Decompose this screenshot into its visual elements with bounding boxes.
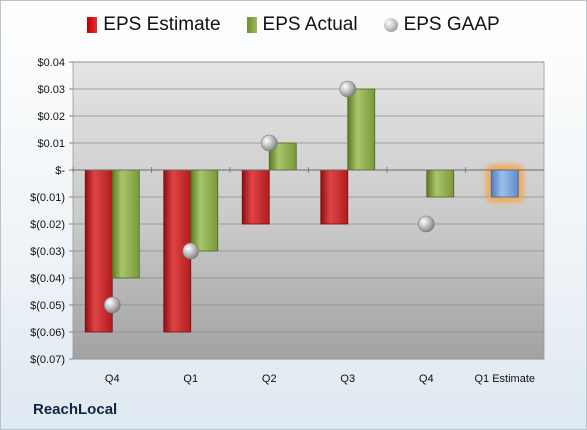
legend-swatch-estimate	[87, 17, 98, 33]
marker-eps-gaap	[260, 134, 278, 152]
ytick-label: $0.03	[37, 84, 65, 96]
xtick-label: Q2	[262, 373, 277, 385]
ytick-label: $(0.05)	[30, 300, 65, 312]
xtick-label: Q1 Estimate	[474, 373, 535, 385]
bar-eps-actual	[111, 169, 140, 279]
marker-eps-gaap	[417, 215, 435, 233]
legend-item-gaap: EPS GAAP	[383, 14, 500, 36]
bar-eps-actual	[347, 88, 376, 171]
brand-label: ReachLocal	[33, 401, 118, 418]
legend-swatch-gaap	[383, 18, 398, 32]
chart-legend: EPS Estimate EPS Actual EPS GAAP	[0, 14, 587, 36]
ytick-label: $0.01	[37, 138, 65, 150]
legend-swatch-actual	[246, 17, 257, 33]
legend-item-actual: EPS Actual	[246, 14, 358, 36]
marker-eps-gaap	[339, 80, 357, 98]
bar-estimate-highlight	[490, 169, 519, 198]
xtick-label: Q4	[105, 373, 120, 385]
bar-eps-estimate	[241, 169, 270, 225]
plot-area	[72, 61, 545, 360]
xtick-label: Q3	[340, 373, 355, 385]
ytick-label: $-	[55, 165, 65, 177]
legend-label-gaap: EPS GAAP	[403, 14, 500, 35]
legend-item-estimate: EPS Estimate	[87, 14, 221, 36]
ytick-label: $(0.02)	[30, 219, 65, 231]
xtick-label: Q4	[419, 373, 434, 385]
legend-label-actual: EPS Actual	[262, 14, 358, 35]
marker-eps-gaap	[103, 296, 121, 314]
bar-eps-estimate	[320, 169, 349, 225]
bar-eps-actual	[190, 169, 219, 252]
ytick-label: $0.04	[37, 57, 65, 69]
ytick-label: $(0.03)	[30, 246, 65, 258]
bar-eps-actual	[426, 169, 455, 198]
marker-eps-gaap	[182, 242, 200, 260]
ytick-label: $(0.06)	[30, 327, 65, 339]
legend-label-estimate: EPS Estimate	[103, 14, 221, 35]
xtick-label: Q1	[183, 373, 198, 385]
ytick-label: $(0.01)	[30, 192, 65, 204]
ytick-label: $0.02	[37, 111, 65, 123]
ytick-label: $(0.07)	[30, 354, 65, 366]
ytick-label: $(0.04)	[30, 273, 65, 285]
